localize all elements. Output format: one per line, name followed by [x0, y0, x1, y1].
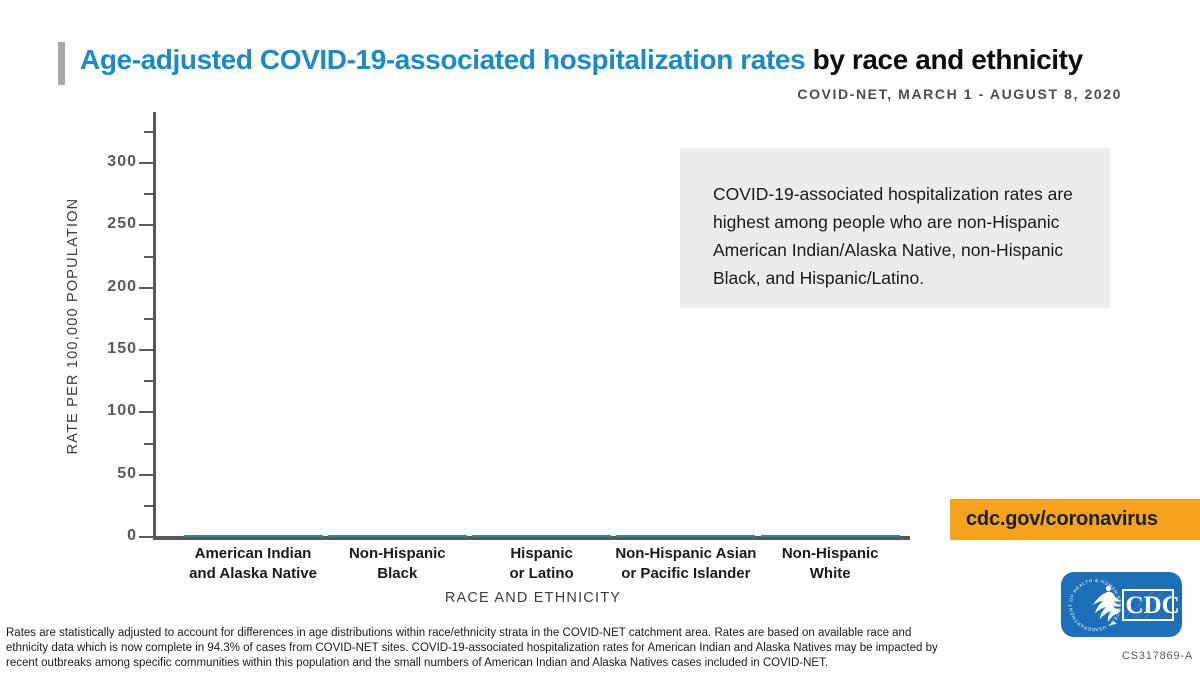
cdc-url-label: cdc.gov/coronavirus — [966, 508, 1158, 530]
y-tick-100 — [139, 411, 153, 414]
y-tick-label-50: 50 — [117, 464, 137, 482]
y-tick-25 — [144, 504, 153, 507]
y-tick-label-150: 150 — [107, 340, 137, 358]
y-tick-225 — [144, 255, 153, 258]
y-tick-175 — [144, 317, 153, 320]
y-tick-250 — [139, 224, 153, 227]
footnote-text: Rates are statistically adjusted to acco… — [6, 627, 938, 669]
y-tick-75 — [144, 442, 153, 445]
y-axis-line — [153, 112, 156, 539]
category-label-2: Hispanic or Latino — [509, 545, 574, 582]
y-tick-325 — [144, 130, 153, 133]
hhs-eagle-icon — [1093, 585, 1121, 626]
cdc-url-banner[interactable]: cdc.gov/coronavirus — [950, 499, 1200, 540]
title-accent-bar — [58, 42, 65, 85]
cdc-hhs-logo: DEPARTMENT OF HEALTH & HUMAN SERVICES • … — [1061, 572, 1182, 637]
chart-subtitle: COVID-NET, MARCH 1 - AUGUST 8, 2020 — [797, 86, 1122, 102]
y-axis-title: RATE PER 100,000 POPULATION — [65, 197, 81, 455]
bar-3 — [616, 534, 756, 537]
x-axis-line — [153, 536, 910, 540]
y-tick-150 — [139, 349, 153, 352]
y-tick-50 — [139, 473, 153, 476]
y-tick-label-250: 250 — [107, 215, 137, 233]
key-finding-callout: COVID-19-associated hospitalization rate… — [680, 148, 1110, 308]
key-finding-text: COVID-19-associated hospitalization rate… — [713, 184, 1073, 288]
category-label-1: Non-Hispanic Black — [348, 545, 446, 582]
y-tick-200 — [139, 286, 153, 289]
cdc-letters: CDC — [1126, 592, 1180, 619]
bar-1 — [327, 534, 467, 537]
y-tick-0 — [139, 536, 153, 538]
cdc-wordmark: CDC — [1122, 589, 1180, 621]
category-label-0: American Indian and Alaska Native — [189, 545, 317, 582]
x-axis-title: RACE AND ETHNICITY — [444, 590, 622, 606]
bar-4 — [760, 534, 900, 537]
y-tick-300 — [139, 162, 153, 165]
y-tick-label-300: 300 — [107, 153, 137, 171]
y-tick-125 — [144, 380, 153, 383]
page-title: Age-adjusted COVID-19-associated hospita… — [80, 44, 1140, 76]
page-title-highlight: Age-adjusted COVID-19-associated hospita… — [80, 44, 806, 75]
bar-2 — [472, 534, 612, 537]
category-label-4: Non-Hispanic White — [781, 545, 879, 582]
y-tick-label-200: 200 — [107, 277, 137, 295]
y-tick-275 — [144, 193, 153, 196]
y-tick-label-0: 0 — [127, 527, 137, 544]
page-title-rest: by race and ethnicity — [805, 44, 1084, 75]
bar-0 — [183, 534, 323, 537]
y-tick-label-100: 100 — [107, 402, 137, 420]
document-code: CS317869-A — [1122, 650, 1193, 662]
category-label-3: Non-Hispanic Asian or Pacific Islander — [615, 545, 757, 582]
